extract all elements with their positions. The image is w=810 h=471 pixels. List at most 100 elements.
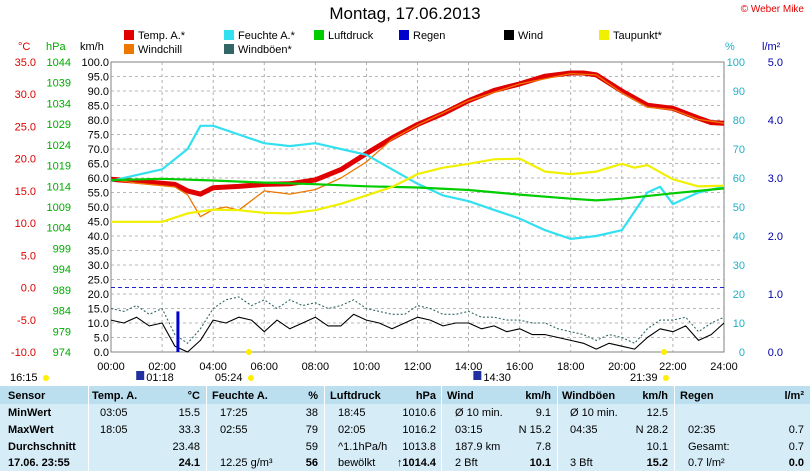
table-cell-label: 187.9 km [455, 441, 501, 453]
humidity-tick-label: 100 [727, 57, 745, 69]
legend-item: Luftdruck [314, 30, 373, 42]
pressure-tick-label: 989 [53, 285, 71, 297]
humidity-unit-label: % [725, 41, 735, 53]
table-cell-value: 10.1 [646, 441, 668, 453]
table-cell-value: 0.7 [788, 424, 804, 436]
row-label: Durchschnitt [8, 441, 76, 453]
series-luftdruck-line [110, 177, 725, 202]
legend-label: Feuchte A.* [238, 30, 295, 42]
legend-label: Wind [518, 30, 544, 42]
moonset-time: 14:30 [483, 372, 511, 384]
table-cell-label: 0.7 l/m² [688, 457, 725, 469]
header-unit: l/m² [784, 390, 804, 402]
legend-label: Temp. A.* [138, 30, 186, 42]
x-tick-label: 18:00 [557, 361, 585, 373]
table-cell-value: N 28.2 [635, 424, 668, 436]
x-tick-label: 16:00 [506, 361, 534, 373]
table-cell-label: 2 Bft [455, 457, 478, 469]
humidity-tick-label: 70 [733, 144, 745, 156]
pressure-tick-label: 979 [53, 326, 71, 338]
start-sun-icon [43, 375, 49, 381]
table-cell-value: 1010.6 [402, 407, 436, 419]
table-cell-label: Ø 10 min. [570, 407, 618, 419]
sunset-marker-icon [662, 375, 669, 381]
rain-tick-label: 0.0 [768, 347, 783, 359]
sunset-icon [660, 349, 667, 355]
wind-tick-label: 25.0 [88, 275, 109, 287]
series-windchill-line [110, 72, 725, 218]
wind-tick-label: 80.0 [88, 115, 109, 127]
header-sensor: Sensor [8, 390, 46, 402]
wind-tick-label: 95.0 [88, 72, 109, 84]
x-tick-label: 10:00 [353, 361, 381, 373]
table-cell-label: 02:05 [338, 424, 366, 436]
table-header [0, 386, 810, 404]
x-tick-label: 02:00 [148, 361, 176, 373]
series-windböen-line [110, 296, 725, 344]
table-cell-label: 18:05 [100, 424, 128, 436]
legend-swatch [224, 30, 234, 40]
series-wind-line [110, 313, 725, 353]
sunrise-icon [245, 349, 252, 355]
temp-tick-label: 20.0 [15, 154, 36, 166]
x-tick-label: 20:00 [608, 361, 636, 373]
table-cell-label: 17:25 [220, 407, 248, 419]
table-cell-value: 10.1 [529, 457, 551, 469]
wind-tick-label: 30.0 [88, 260, 109, 272]
table-cell-label: 02:35 [688, 424, 716, 436]
legend-swatch [224, 44, 234, 54]
x-tick-label: 04:00 [199, 361, 227, 373]
table-cell-label: 03:15 [455, 424, 483, 436]
wind-tick-label: 85.0 [88, 101, 109, 113]
wind-tick-label: 55.0 [88, 188, 109, 200]
temp-tick-label: 25.0 [15, 121, 36, 133]
table-cell-label: Gesamt: [688, 441, 730, 453]
legend-item: Wind [504, 30, 543, 42]
temp-tick-label: 35.0 [15, 57, 36, 69]
pressure-tick-label: 1014 [47, 181, 71, 193]
rain-tick-label: 3.0 [768, 173, 783, 185]
header-label: Regen [680, 390, 714, 402]
legend-item: Windböen* [224, 44, 292, 56]
table-cell-label: 04:35 [570, 424, 598, 436]
header-unit: km/h [642, 390, 668, 402]
pressure-tick-label: 994 [53, 264, 71, 276]
legend-item: Feuchte A.* [224, 30, 295, 42]
wind-tick-label: 20.0 [88, 289, 109, 301]
table-cell-value: 1016.2 [402, 424, 436, 436]
table-cell-label: 03:05 [100, 407, 128, 419]
x-tick-label: 14:00 [455, 361, 483, 373]
column-divider [674, 386, 675, 471]
temp-tick-label: 5.0 [21, 250, 36, 262]
table-cell-value: 38 [305, 407, 318, 419]
pressure-tick-label: 1029 [47, 119, 71, 131]
wind-tick-label: 50.0 [88, 202, 109, 214]
column-divider [441, 386, 442, 471]
legend-swatch [314, 30, 324, 40]
wind-tick-label: 40.0 [88, 231, 109, 243]
legend-label: Luftdruck [328, 30, 374, 42]
rain-bar [176, 311, 180, 352]
table-cell-value: 1013.8 [402, 441, 436, 453]
moonset-icon [473, 371, 482, 380]
legend-label: Regen [413, 30, 446, 42]
pressure-tick-label: 1004 [47, 223, 71, 235]
humidity-tick-label: 10 [733, 318, 745, 330]
pressure-tick-label: 1009 [47, 202, 71, 214]
rain-tick-label: 4.0 [768, 115, 783, 127]
pressure-tick-label: 1024 [47, 140, 71, 152]
row-label: MinWert [8, 407, 52, 419]
table-cell-label: 12.25 g/m³ [220, 457, 273, 469]
table-cell-value: 59 [305, 441, 318, 453]
sunrise-marker-icon [247, 375, 254, 381]
pressure-tick-label: 1019 [47, 161, 71, 173]
legend-swatch [399, 30, 409, 40]
column-divider [88, 386, 89, 471]
temp-unit-label: °C [18, 41, 30, 53]
series-taupunkt-line [111, 157, 725, 223]
header-unit: % [308, 390, 318, 402]
x-tick-label: 08:00 [302, 361, 330, 373]
x-tick-label: 00:00 [97, 361, 125, 373]
pressure-tick-label: 1044 [47, 57, 71, 69]
wind-tick-label: 45.0 [88, 217, 109, 229]
